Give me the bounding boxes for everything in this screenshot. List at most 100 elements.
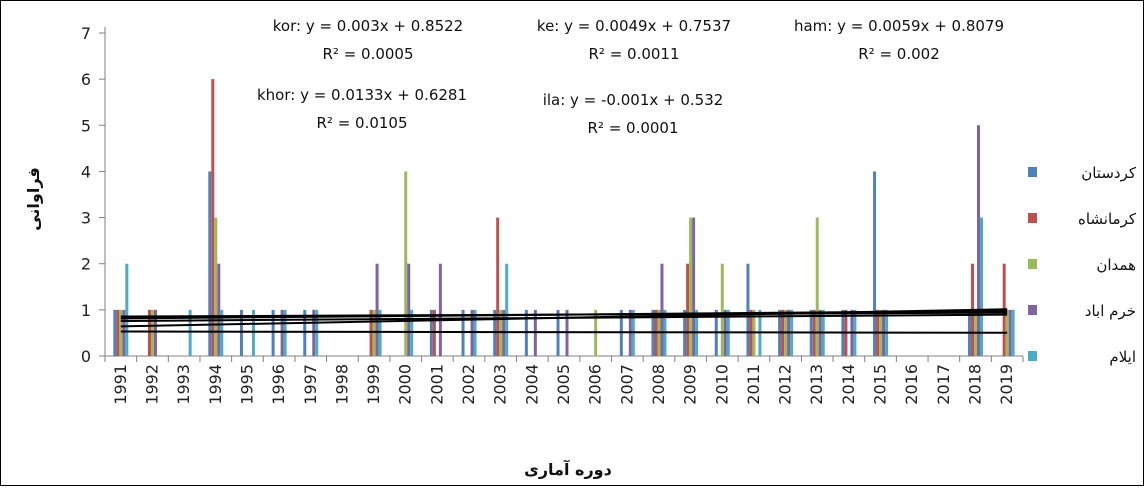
bar	[815, 217, 819, 356]
trend-r-squared: R² = 0.002	[858, 45, 939, 63]
bar	[980, 217, 984, 356]
bar	[438, 263, 442, 356]
bar	[692, 217, 696, 356]
bar	[1008, 309, 1012, 356]
x-tick-label: 1994	[206, 364, 225, 405]
bar	[375, 263, 379, 356]
y-tick-label: 4	[81, 162, 91, 181]
trend-equation: khor: y = 0.0133x + 0.6281	[257, 86, 467, 104]
y-tick-label: 1	[81, 301, 91, 320]
bar	[125, 263, 129, 356]
x-tick-label: 1997	[301, 364, 320, 405]
bar	[496, 217, 500, 356]
bar	[214, 217, 218, 356]
bar	[303, 309, 307, 356]
bar	[372, 309, 376, 356]
bar	[315, 309, 319, 356]
bar	[220, 309, 224, 356]
trend-line	[120, 330, 1008, 334]
legend-swatch	[1028, 259, 1037, 269]
bar	[720, 263, 724, 356]
x-tick-label: 1995	[237, 364, 256, 405]
x-tick-label: 1993	[174, 364, 193, 405]
x-tick-label: 1996	[269, 364, 288, 405]
x-tick-label: 2001	[427, 364, 446, 405]
bar	[271, 309, 275, 356]
x-tick-label: 2014	[839, 364, 858, 405]
y-tick-label: 5	[81, 116, 91, 135]
x-tick-label: 2010	[712, 364, 731, 405]
x-tick-label: 2015	[871, 364, 890, 405]
bar	[113, 309, 117, 356]
bar	[686, 263, 690, 356]
x-tick-label: 2007	[617, 364, 636, 405]
legend-label: ایلام	[1109, 348, 1136, 366]
bar	[251, 309, 255, 356]
x-tick-label: 2004	[522, 364, 541, 405]
x-tick-label: 2009	[681, 364, 700, 405]
trend-equation: ila: y = -0.001x + 0.532	[543, 91, 724, 109]
x-tick-label: 2000	[396, 364, 415, 405]
trend-r-squared: R² = 0.0005	[322, 45, 413, 63]
y-tick-label: 2	[81, 255, 91, 274]
bar	[410, 309, 414, 356]
bar	[208, 171, 212, 356]
x-tick-label: 1998	[332, 364, 351, 405]
x-tick-label: 2016	[902, 364, 921, 405]
y-axis-title: فراوانی	[24, 167, 43, 231]
x-tick-label: 2017	[934, 364, 953, 405]
x-tick-label: 2005	[554, 364, 573, 405]
bar	[1011, 309, 1015, 356]
bar	[211, 79, 215, 357]
bar	[407, 263, 411, 356]
bar	[122, 309, 126, 356]
trend-equation: kor: y = 0.003x + 0.8522	[273, 17, 463, 35]
bar	[280, 309, 284, 356]
bar	[119, 309, 123, 356]
x-tick-label: 1992	[142, 364, 161, 405]
legend-label: کردستان	[1081, 164, 1137, 182]
y-tick-label: 7	[81, 24, 91, 43]
bar	[977, 125, 981, 357]
x-tick-label: 2013	[807, 364, 826, 405]
y-tick-label: 6	[81, 70, 91, 89]
bar	[689, 217, 693, 356]
bar	[873, 171, 877, 356]
bar	[404, 171, 408, 356]
bar	[746, 263, 750, 356]
legend-label: خرم اباد	[1085, 302, 1136, 320]
x-tick-label: 1991	[111, 364, 130, 405]
trend-r-squared: R² = 0.0011	[588, 45, 679, 63]
x-tick-label: 2006	[586, 364, 605, 405]
bar	[312, 309, 316, 356]
bar	[217, 263, 221, 356]
bar	[505, 263, 509, 356]
x-axis-title: دوره آماری	[524, 459, 612, 479]
bar	[188, 309, 192, 356]
x-tick-label: 2008	[649, 364, 668, 405]
trend-r-squared: R² = 0.0001	[587, 119, 678, 137]
x-tick-label: 2003	[491, 364, 510, 405]
legend-swatch	[1028, 305, 1037, 315]
x-tick-label: 2002	[459, 364, 478, 405]
y-tick-label: 0	[81, 347, 91, 366]
bar	[147, 309, 151, 356]
bar	[660, 263, 664, 356]
x-tick-label: 1999	[364, 364, 383, 405]
bar	[150, 309, 154, 356]
bar	[369, 309, 373, 356]
bar	[283, 309, 287, 356]
trend-equation: ham: y = 0.0059x + 0.8079	[794, 17, 1004, 35]
y-tick-label: 3	[81, 209, 91, 228]
bar	[1005, 309, 1009, 356]
legend-label: همدان	[1096, 256, 1136, 274]
x-tick-label: 2019	[997, 364, 1016, 405]
bar	[116, 309, 120, 356]
legend-swatch	[1028, 351, 1037, 361]
legend-swatch	[1028, 213, 1037, 223]
x-tick-label: 2018	[966, 364, 985, 405]
legend-label: کرمانشاه	[1078, 210, 1137, 228]
x-tick-label: 2012	[776, 364, 795, 405]
